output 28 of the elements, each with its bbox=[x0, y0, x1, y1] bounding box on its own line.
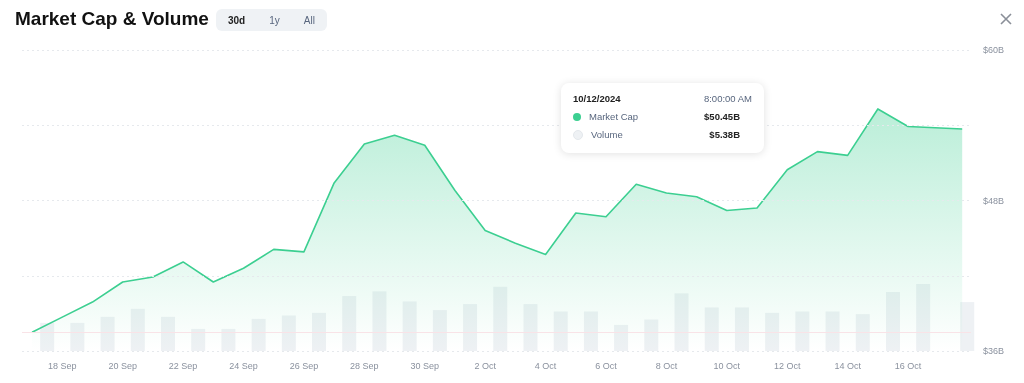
chart-title: Market Cap & Volume bbox=[15, 8, 209, 30]
text: All bbox=[303, 14, 315, 26]
y-tick-label: $36B bbox=[983, 346, 1005, 356]
x-tick-label: 12 Oct bbox=[773, 360, 801, 371]
x-tick-label: 10 Oct bbox=[713, 360, 741, 371]
x-tick-label: 22 Sep bbox=[168, 360, 198, 371]
annotation: 10/12/2024 bbox=[573, 93, 621, 104]
y-tick-label: $60B bbox=[983, 45, 1005, 55]
annotation: 8:00:00 AM bbox=[703, 93, 752, 104]
annotation: $5.38B bbox=[709, 129, 740, 141]
x-tick-label: 2 Oct bbox=[474, 360, 497, 371]
annotation: $50.45B bbox=[704, 111, 740, 122]
legend-label: Market Cap bbox=[588, 111, 639, 122]
x-tick-label: 4 Oct bbox=[534, 360, 557, 371]
x-tick-label: 14 Oct bbox=[834, 360, 862, 371]
legend-label: Volume bbox=[590, 129, 623, 141]
x-tick-label: 18 Sep bbox=[48, 360, 77, 371]
text: 1y bbox=[269, 14, 280, 26]
y-tick-label: $48B bbox=[983, 195, 1005, 206]
text: 30d bbox=[228, 14, 246, 26]
x-tick-label: 24 Sep bbox=[229, 360, 258, 371]
x-tick-label: 20 Sep bbox=[108, 360, 137, 371]
x-tick-label: 8 Oct bbox=[655, 360, 678, 371]
x-tick-label: 16 Oct bbox=[894, 360, 922, 371]
x-tick-label: 26 Sep bbox=[289, 360, 319, 371]
x-tick-label: 28 Sep bbox=[350, 360, 379, 371]
x-tick-label: 30 Sep bbox=[410, 360, 440, 371]
x-tick-label: 6 Oct bbox=[595, 360, 618, 371]
